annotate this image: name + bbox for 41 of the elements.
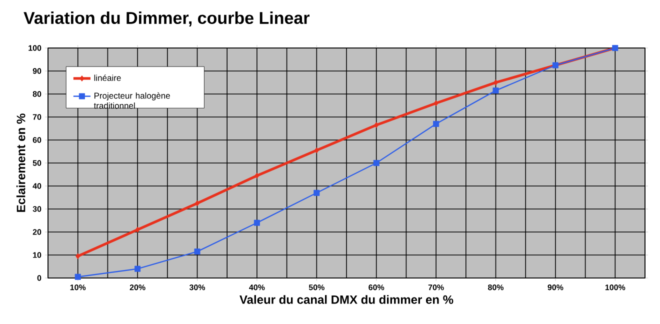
chart-title: Variation du Dimmer, courbe Linear (24, 12, 310, 26)
point (134, 266, 141, 272)
point (194, 200, 200, 206)
y-tick-label: 30 (32, 206, 42, 212)
point (374, 122, 379, 128)
x-tick-label: 40% (249, 284, 265, 290)
y-tick-label: 0 (37, 275, 42, 281)
y-tick-label: 10 (33, 252, 42, 258)
x-tick-label: 100% (605, 284, 626, 290)
point (254, 220, 260, 226)
y-tick-label: 20 (32, 229, 42, 235)
x-tick-label: 90% (548, 284, 564, 290)
y-tick-label: 70 (32, 114, 42, 120)
point (433, 120, 440, 127)
y-tick-label: 50 (32, 160, 42, 166)
point (135, 226, 140, 233)
x-axis-title: Valeur du canal DMX du dimmer en % (240, 295, 454, 304)
legend-label: Projecteur halogène traditionnel (94, 92, 170, 109)
x-tick-label: 60% (368, 284, 384, 290)
point (373, 160, 380, 166)
legend-label: linéaire (94, 74, 121, 81)
point (194, 248, 200, 255)
point (76, 253, 80, 260)
point (254, 172, 260, 179)
x-tick-label: 80% (488, 284, 504, 290)
point (434, 100, 438, 106)
x-tick-label: 30% (189, 284, 206, 290)
x-tick-label: 70% (428, 284, 444, 290)
point (492, 88, 499, 94)
y-axis-title: Eclairement en % (16, 114, 26, 212)
point (314, 190, 320, 196)
y-tick-label: 40 (32, 183, 42, 189)
y-tick-label: 90 (32, 68, 42, 74)
point (74, 274, 81, 280)
y-tick-label: 100 (28, 45, 42, 51)
x-tick-label: 50% (308, 284, 324, 290)
x-tick-label: 10% (70, 284, 86, 290)
point (314, 147, 319, 154)
y-tick-label: 60 (32, 137, 42, 143)
y-tick-label: 80 (32, 91, 42, 97)
x-tick-label: 20% (130, 284, 146, 290)
